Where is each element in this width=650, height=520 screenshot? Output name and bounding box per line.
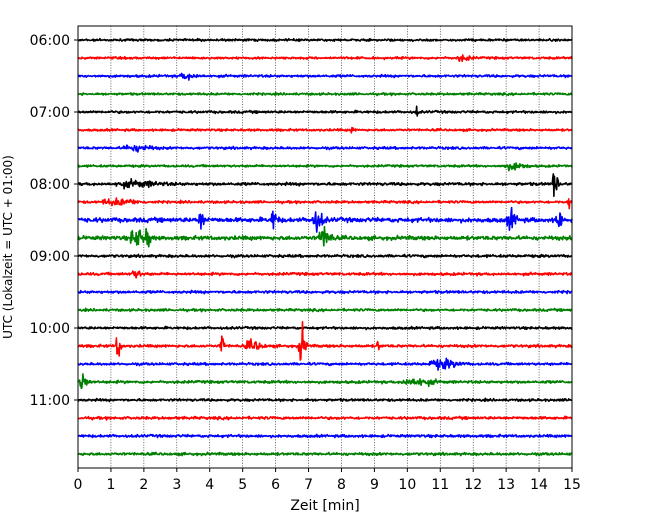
y-tick-label: 06:00 [30,33,70,49]
trace-1115 [77,415,573,421]
trace-0630 [77,72,573,81]
trace-1100 [77,397,573,403]
x-tick-label: 13 [497,477,515,493]
x-tick-label: 10 [398,477,416,493]
trace-0600 [77,37,573,43]
x-tick-label: 8 [337,477,346,493]
trace-0845 [77,225,573,248]
y-axis-ticks: 06:00 07:00 08:00 09:00 10:00 11:00 [30,33,78,409]
x-tick-label: 12 [464,477,482,493]
x-tick-label: 9 [370,477,379,493]
x-tick-label: 6 [271,477,280,493]
trace-0915 [77,270,573,279]
trace-0800 [77,173,573,197]
trace-0730 [77,144,573,153]
x-tick-label: 1 [106,477,115,493]
y-tick-label: 09:00 [30,249,70,265]
grid-lines [110,26,540,468]
x-axis-label: Zeit [min] [290,498,359,514]
trace-1000 [77,325,573,331]
trace-1030 [77,357,573,371]
trace-1130 [77,433,573,439]
seismic-traces [77,37,573,457]
x-tick-label: 0 [74,477,83,493]
x-tick-label: 4 [205,477,214,493]
y-tick-label: 10:00 [30,321,70,337]
plot-frame [77,25,573,469]
x-tick-label: 11 [431,477,449,493]
trace-1045 [77,373,573,390]
x-tick-label: 3 [172,477,181,493]
trace-0715 [77,126,573,134]
trace-0615 [77,54,573,63]
y-tick-label: 08:00 [30,177,70,193]
trace-0645 [77,91,573,97]
trace-0900 [77,253,573,259]
y-axis-label: UTC (Lokalzeit = UTC + 01:00) [1,155,15,339]
x-axis-ticks: 0 1 2 3 4 5 6 7 8 9 10 11 12 13 14 15 [74,468,581,493]
trace-0700 [77,105,573,117]
x-tick-label: 15 [563,477,581,493]
trace-1145 [77,451,573,457]
trace-0945 [77,307,573,313]
x-tick-label: 14 [530,477,548,493]
x-tick-label: 5 [238,477,247,493]
x-tick-label: 7 [304,477,313,493]
x-tick-label: 2 [139,477,148,493]
y-tick-label: 07:00 [30,105,70,121]
y-tick-label: 11:00 [30,393,70,409]
trace-0815 [77,197,573,210]
trace-0745 [77,162,573,172]
trace-1015 [77,321,573,361]
trace-0830 [77,206,573,233]
trace-0930 [77,289,573,295]
plot-area [78,26,572,468]
